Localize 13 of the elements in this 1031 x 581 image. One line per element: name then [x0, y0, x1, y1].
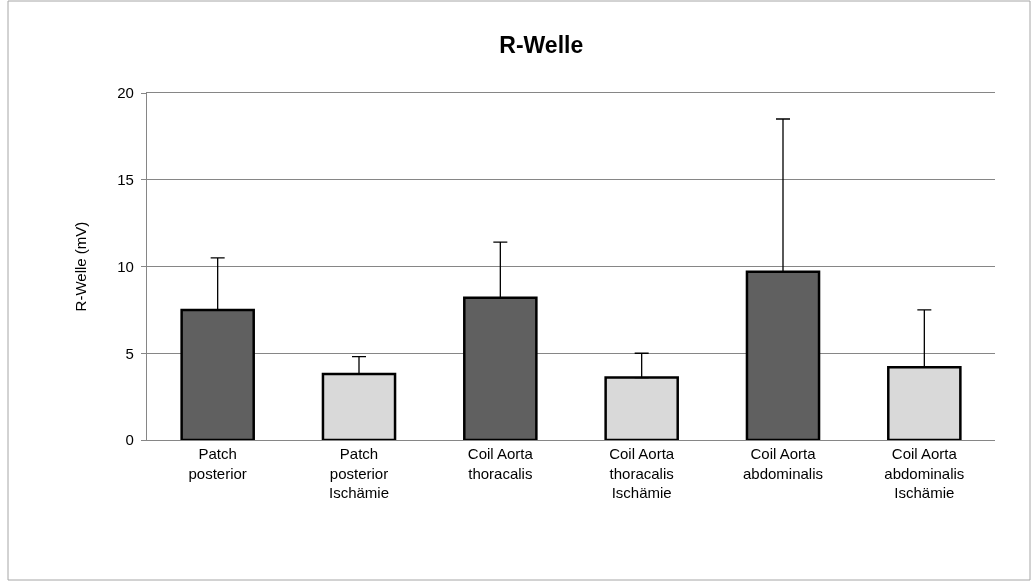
y-tick-label: 5: [125, 344, 134, 362]
y-tick-label: 10: [117, 257, 134, 275]
x-tick-label: Coil Aorta thoracalis Ischämie: [609, 445, 675, 502]
y-tick-label: 15: [117, 171, 134, 188]
y-tick-label: 20: [117, 84, 134, 102]
y-tick-label: 0: [125, 431, 134, 449]
x-tick-label: Coil Aorta thoracalis: [467, 445, 534, 482]
x-tick-label: Patch posterior Ischämie: [328, 445, 390, 502]
chart-title: R-Welle: [499, 32, 584, 59]
x-tick-label: Patch posterior: [188, 445, 247, 482]
x-tick-label: Coil Aorta abdominalis: [742, 445, 824, 482]
y-axis-title: R-Welle (mV): [72, 221, 90, 312]
x-tick-label: Coil Aorta abdominalis Ischämie: [884, 445, 965, 502]
